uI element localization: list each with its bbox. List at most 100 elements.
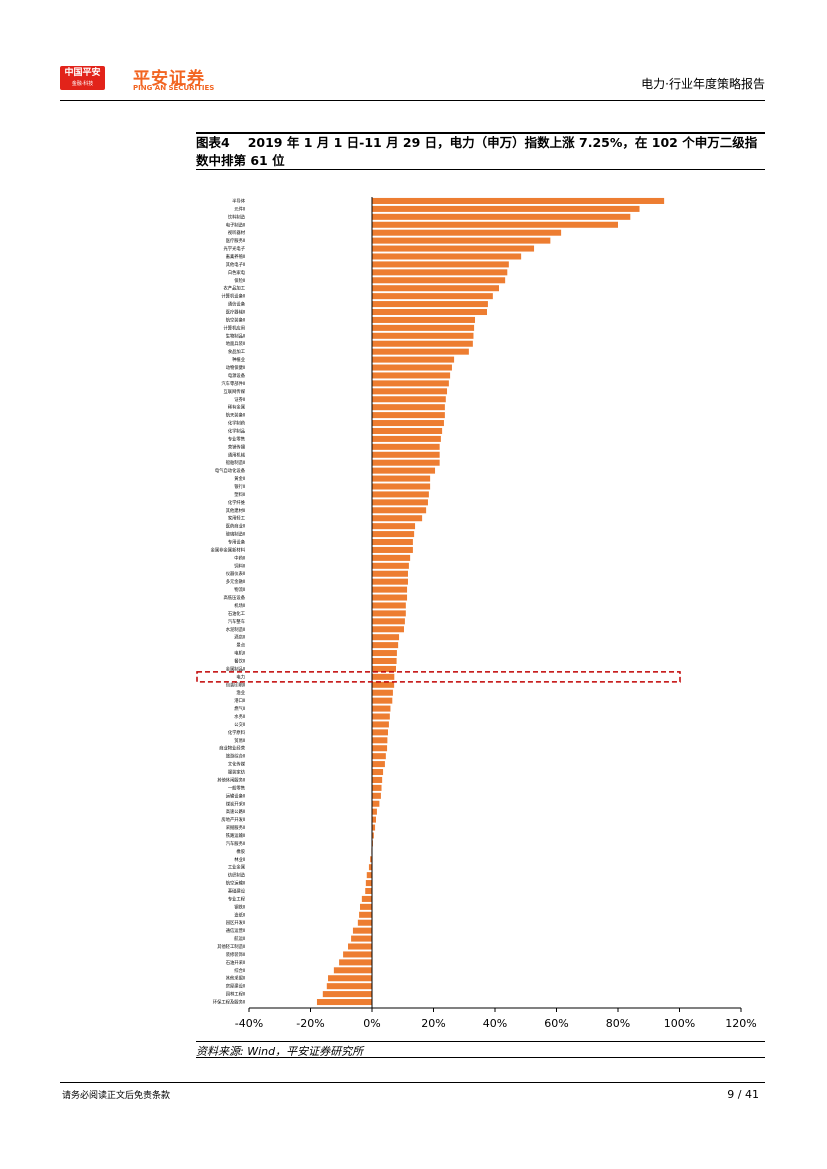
caption-rule-top [196, 132, 765, 134]
x-tick-label: 20% [421, 1017, 445, 1030]
bar [372, 808, 377, 815]
bar [372, 308, 488, 316]
bar [372, 404, 445, 411]
bar [372, 293, 493, 300]
y-tick-label: 包装印刷Ⅱ [226, 681, 245, 688]
bar [372, 539, 413, 546]
bar [372, 332, 474, 339]
x-tick-label: -40% [235, 1017, 263, 1030]
bar [372, 515, 423, 522]
y-tick-label: 机场Ⅱ [234, 602, 245, 609]
bar [372, 475, 431, 482]
x-tick-label: 0% [363, 1017, 380, 1030]
bar [372, 491, 429, 498]
figure-label: 图表4 [196, 135, 230, 150]
y-tick-label: 种植业 [232, 356, 246, 363]
y-tick-label: 饲料Ⅱ [234, 562, 245, 569]
y-tick-label: 化学制药 [228, 420, 246, 427]
y-tick-label: 银行Ⅱ [234, 483, 245, 490]
page-number: 9 / 41 [727, 1088, 759, 1101]
y-tick-label: 航空装备Ⅱ [226, 316, 245, 323]
y-tick-label: 保险Ⅱ [234, 277, 245, 284]
y-tick-label: 渔业 [236, 689, 245, 696]
bar [372, 745, 388, 752]
logo-text: 中国平安 [64, 68, 101, 78]
bar [372, 269, 508, 276]
bar [372, 546, 413, 553]
bar [372, 697, 393, 704]
disclaimer: 请务必阅读正文后免责条款 [62, 1091, 171, 1101]
bar [372, 435, 441, 442]
bar [372, 784, 382, 791]
y-tick-label: 运输设备Ⅱ [226, 792, 245, 799]
bar [372, 205, 640, 212]
y-tick-label: 景点 [236, 643, 245, 649]
bar [372, 832, 374, 839]
chart: 半导体元件Ⅱ饮料制造电子制造Ⅱ视听器材医疗服务Ⅱ光学光电子畜禽养殖Ⅱ其他电子Ⅱ白… [196, 197, 757, 1030]
bar [372, 753, 386, 760]
bar [372, 673, 395, 680]
bar [372, 689, 393, 696]
bar [372, 237, 551, 244]
y-tick-label: 石油化工 [228, 610, 246, 617]
x-tick-label: 120% [725, 1017, 756, 1030]
report-title: 电力·行业年度策略报告 [641, 77, 765, 91]
y-tick-label: 纺织制造 [228, 872, 246, 879]
y-tick-label: 其他建材Ⅱ [226, 507, 245, 514]
y-tick-label: 玻璃制造Ⅱ [226, 531, 245, 538]
bar [352, 927, 372, 934]
bar [372, 800, 380, 807]
brand-en: PING AN SECURITIES [133, 84, 215, 92]
y-tick-label: 汽车整车 [228, 618, 246, 625]
bar [372, 562, 409, 569]
bar [372, 729, 388, 736]
y-tick-label: 航运Ⅱ [234, 935, 245, 942]
bar [372, 324, 475, 331]
y-tick-label: 餐饮Ⅱ [234, 657, 245, 664]
bar [372, 221, 618, 228]
y-tick-label: 多元金融Ⅱ [226, 578, 245, 585]
bar [370, 856, 372, 863]
y-tick-label: 汽车零部件Ⅱ [221, 380, 245, 387]
bar [372, 499, 428, 506]
bar [361, 895, 372, 902]
y-tick-label: 航天装备Ⅱ [226, 412, 245, 419]
bar [372, 277, 506, 284]
y-tick-label: 装修装饰Ⅱ [226, 951, 245, 958]
y-tick-label: 钢铁Ⅱ [234, 903, 245, 910]
y-tick-label: 商业物业经营 [219, 745, 245, 752]
y-tick-label: 服装家纺 [228, 769, 246, 776]
y-tick-label: 食品加工 [228, 348, 246, 355]
y-tick-label: 中药Ⅱ [234, 554, 245, 561]
bar [372, 570, 408, 577]
bar [372, 618, 405, 625]
y-tick-label: 石油开采Ⅱ [226, 959, 245, 966]
bar [372, 705, 391, 712]
footer-rule [60, 1082, 765, 1083]
y-tick-label: 造纸Ⅱ [234, 911, 245, 918]
bar [372, 578, 408, 585]
x-tick-label: 60% [544, 1017, 568, 1030]
y-tick-label: 高低压设备 [224, 594, 246, 601]
y-tick-label: 林业Ⅱ [234, 856, 245, 863]
y-tick-label: 采掘服务Ⅱ [226, 824, 245, 831]
y-tick-label: 家用轻工 [228, 515, 246, 522]
bar [372, 285, 499, 292]
bar [328, 975, 372, 982]
source-rule-top [196, 1041, 765, 1042]
y-tick-label: 燃气Ⅱ [234, 705, 245, 712]
bar [372, 761, 385, 768]
y-tick-label: 物流Ⅱ [234, 586, 245, 593]
bar [372, 769, 384, 776]
source: 资料来源: Wind，平安证券研究所 [196, 1045, 364, 1058]
bar [343, 951, 372, 958]
y-tick-label: 计算机应用 [224, 324, 245, 331]
y-tick-label: 仪器仪表Ⅱ [226, 570, 245, 577]
y-tick-label: 电机Ⅱ [234, 650, 245, 657]
y-tick-label: 船舶制造Ⅱ [226, 459, 245, 466]
bar [359, 911, 372, 918]
y-tick-label: 专用设备 [228, 539, 246, 546]
y-tick-label: 医药商业Ⅱ [226, 523, 245, 530]
y-tick-label: 电源设备 [228, 372, 246, 379]
header-rule [60, 100, 765, 101]
